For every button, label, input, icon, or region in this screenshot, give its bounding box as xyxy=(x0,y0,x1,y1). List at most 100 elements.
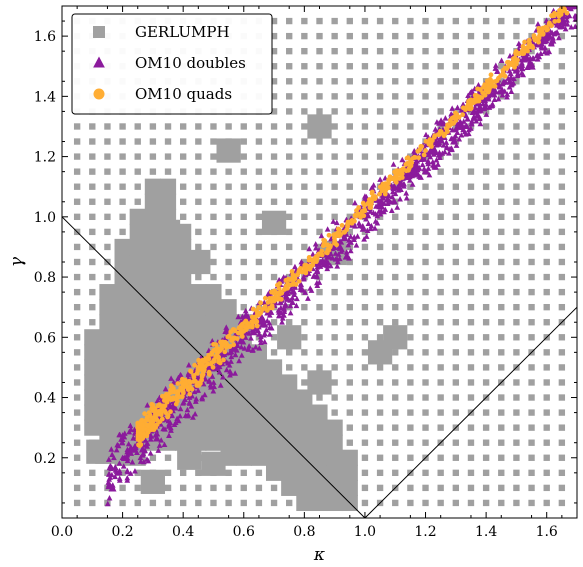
gerlumph-point xyxy=(392,258,399,266)
gerlumph-point xyxy=(543,153,550,160)
gerlumph-point xyxy=(89,258,96,266)
om10-double-point xyxy=(414,158,421,164)
gerlumph-point xyxy=(331,183,338,190)
gerlumph-point xyxy=(558,469,566,477)
gerlumph-point xyxy=(513,469,520,477)
om10-quad-point xyxy=(523,45,528,51)
om10-quad-point xyxy=(179,385,184,391)
gerlumph-point xyxy=(114,299,131,316)
om10-double-point xyxy=(232,370,238,376)
om10-double-point xyxy=(429,158,436,165)
gerlumph-point xyxy=(437,379,444,386)
om10-double-point xyxy=(363,233,370,239)
om10-double-point xyxy=(124,468,131,475)
gerlumph-point xyxy=(482,17,490,25)
om10-double-point xyxy=(316,279,323,285)
om10-double-point xyxy=(370,182,377,188)
om10-double-point xyxy=(261,338,268,345)
om10-double-point xyxy=(139,445,146,452)
om10-quad-point xyxy=(165,414,171,420)
gerlumph-point xyxy=(346,138,353,145)
gerlumph-point xyxy=(175,299,192,316)
gerlumph-point xyxy=(528,198,535,205)
om10-double-point xyxy=(334,263,341,269)
gerlumph-point xyxy=(134,123,141,130)
gerlumph-point xyxy=(346,78,353,85)
gerlumph-point xyxy=(331,168,338,175)
legend-marker-om10-doubles xyxy=(93,56,105,68)
om10-double-point xyxy=(345,241,352,248)
om10-double-point xyxy=(507,70,514,76)
gerlumph-point xyxy=(558,123,566,130)
gerlumph-point xyxy=(467,379,475,386)
gerlumph-point xyxy=(134,153,141,160)
gerlumph-point xyxy=(286,123,293,130)
om10-double-point xyxy=(154,397,161,404)
gerlumph-point xyxy=(407,394,414,401)
gerlumph-point xyxy=(281,374,298,391)
gerlumph-point xyxy=(361,153,369,160)
om10-double-point xyxy=(166,432,172,439)
gerlumph-point xyxy=(513,379,520,386)
gerlumph-point xyxy=(316,32,323,40)
gerlumph-point xyxy=(482,198,490,205)
gerlumph-point xyxy=(467,108,475,115)
gerlumph-point xyxy=(498,364,505,371)
om10-double-point xyxy=(377,176,383,182)
gerlumph-point xyxy=(452,364,460,371)
gerlumph-point xyxy=(240,228,247,236)
gerlumph-point xyxy=(270,63,278,70)
om10-quad-point xyxy=(144,416,150,421)
om10-quad-point xyxy=(187,391,193,397)
gerlumph-point xyxy=(437,168,444,175)
gerlumph-point xyxy=(437,499,444,507)
gerlumph-point xyxy=(346,228,353,236)
om10-double-point xyxy=(333,219,340,226)
om10-quad-point xyxy=(136,442,141,448)
gerlumph-point xyxy=(513,78,520,85)
gerlumph-point xyxy=(467,198,475,205)
om10-double-point xyxy=(192,410,198,417)
gerlumph-point xyxy=(73,469,81,477)
gerlumph-point xyxy=(513,183,520,190)
om10-quad-point xyxy=(145,429,151,435)
gerlumph-point xyxy=(89,183,96,190)
gerlumph-point xyxy=(376,47,384,55)
gerlumph-point xyxy=(498,424,505,431)
gerlumph-point xyxy=(498,17,505,25)
gerlumph-point xyxy=(467,213,475,221)
om10-quad-point xyxy=(489,79,495,85)
gerlumph-point xyxy=(392,469,399,477)
gerlumph-point xyxy=(235,404,252,421)
gerlumph-point xyxy=(437,108,444,115)
gerlumph-point xyxy=(316,394,323,401)
om10-quad-point xyxy=(483,87,489,93)
gerlumph-point xyxy=(331,273,338,281)
om10-double-point xyxy=(537,50,544,56)
om10-double-point xyxy=(471,113,477,120)
legend-marker-om10-quads xyxy=(93,88,105,100)
om10-double-point xyxy=(201,391,208,398)
gerlumph-point xyxy=(296,494,313,512)
gerlumph-point xyxy=(270,349,278,356)
gerlumph-point xyxy=(144,253,161,271)
om10-quad-point xyxy=(293,282,299,287)
gerlumph-point xyxy=(286,213,293,221)
om10-quad-point xyxy=(352,212,358,218)
gerlumph-point xyxy=(558,153,566,160)
om10-double-point xyxy=(389,188,396,195)
gerlumph-point xyxy=(235,449,252,466)
gerlumph-point xyxy=(513,273,520,281)
gerlumph-point xyxy=(346,364,353,371)
om10-double-point xyxy=(240,339,247,345)
x-tick-label: 1.4 xyxy=(475,524,497,540)
om10-quad-point xyxy=(465,103,471,108)
om10-double-point xyxy=(298,281,305,288)
om10-double-point xyxy=(367,225,374,232)
gerlumph-point xyxy=(361,228,369,236)
gerlumph-point xyxy=(270,484,278,492)
gerlumph-point xyxy=(422,228,429,236)
gerlumph-point xyxy=(498,183,505,190)
gerlumph-point xyxy=(119,168,126,175)
om10-double-point xyxy=(436,152,442,158)
